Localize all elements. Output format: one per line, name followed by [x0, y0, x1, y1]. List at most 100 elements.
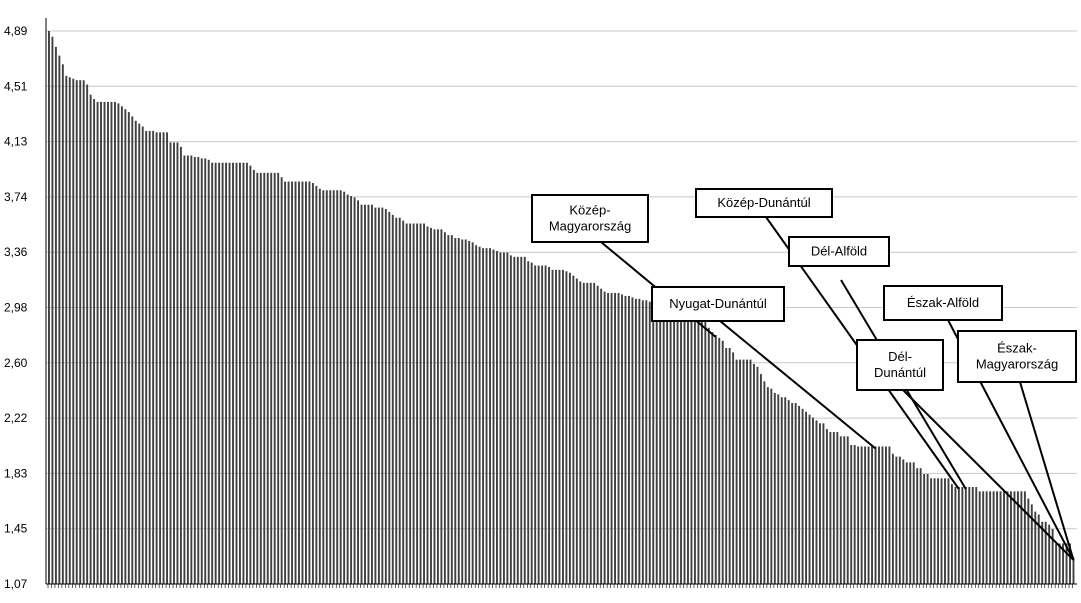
bar [280, 177, 283, 584]
bar [648, 301, 651, 584]
bar [82, 80, 85, 584]
bar [350, 196, 353, 584]
bar [871, 446, 873, 584]
bar [673, 313, 676, 584]
bar [909, 462, 912, 584]
bar [697, 321, 700, 584]
callout-label: Közép-Dunántúl [717, 195, 810, 210]
bar [596, 285, 599, 584]
bar [436, 229, 439, 584]
bar [134, 120, 137, 584]
bar [228, 162, 231, 585]
bar [207, 159, 210, 584]
bar [166, 132, 168, 584]
bar [579, 281, 582, 584]
bar [544, 265, 547, 584]
bar [968, 487, 971, 584]
bar [530, 262, 533, 584]
bar [652, 301, 655, 584]
y-tick-label: 2,60 [4, 356, 28, 370]
bar [534, 265, 537, 584]
bar [725, 348, 728, 584]
bar [655, 301, 658, 584]
bar [693, 320, 696, 584]
bar [999, 491, 1002, 584]
bar [447, 235, 450, 584]
bar [558, 269, 561, 584]
bar [853, 445, 856, 584]
bar [541, 265, 544, 584]
bar [857, 446, 860, 584]
bar [832, 432, 835, 584]
bar [742, 359, 745, 584]
bar [357, 200, 359, 584]
bar [159, 132, 162, 584]
bar [753, 363, 755, 584]
bar [450, 235, 453, 584]
bar [721, 340, 724, 584]
bar [61, 64, 64, 585]
bar [527, 261, 530, 584]
callout-label: Dél-Alföld [811, 244, 867, 259]
bar [1006, 491, 1009, 584]
bar [308, 181, 311, 585]
bar [176, 142, 179, 584]
bar [950, 484, 953, 584]
bar [249, 165, 252, 584]
bar [944, 478, 946, 584]
bar [770, 388, 773, 584]
bar [68, 77, 71, 584]
bar [402, 220, 405, 584]
bar [374, 207, 377, 585]
bar [634, 298, 637, 584]
bar [766, 387, 769, 584]
bar [825, 429, 828, 584]
bar [982, 491, 985, 584]
bar [395, 217, 398, 584]
bar [346, 194, 349, 584]
bar [555, 269, 557, 584]
bar [624, 295, 627, 584]
bar [190, 155, 193, 584]
bar [89, 94, 92, 584]
bar [798, 405, 801, 584]
bar [235, 162, 238, 585]
y-tick-label: 1,83 [4, 466, 28, 480]
bar [426, 226, 429, 584]
bar [322, 190, 325, 585]
bar [680, 319, 682, 584]
bar [902, 459, 905, 584]
callout-box [856, 339, 944, 391]
callout-label: Dél-Dunántúl [874, 349, 926, 380]
bar [1044, 521, 1047, 584]
bar [881, 446, 884, 584]
bar [423, 223, 425, 585]
bar [120, 106, 123, 584]
bar [621, 294, 623, 584]
bar [169, 142, 172, 584]
bar [898, 456, 901, 584]
callout-label: Észak-Alföld [907, 295, 979, 310]
callouts: Közép-Magyarország Közép-Dunántúl Dél-Alfö… [531, 188, 1077, 561]
bar [919, 468, 922, 584]
bar [888, 446, 891, 584]
bar [311, 183, 314, 584]
bar [277, 172, 280, 584]
bar [947, 478, 950, 584]
bar [784, 397, 787, 584]
bar [638, 298, 641, 584]
bar [339, 190, 342, 585]
bar [593, 282, 596, 584]
bar [801, 408, 804, 584]
bars [48, 31, 1075, 585]
bar [1072, 557, 1075, 584]
y-tick-label: 2,98 [4, 301, 28, 315]
bar [141, 126, 144, 584]
bar [155, 132, 158, 584]
bar [367, 204, 370, 584]
bar [496, 251, 498, 585]
bar [937, 478, 939, 584]
bar [430, 227, 432, 584]
bar [808, 414, 811, 584]
bar [975, 487, 978, 584]
